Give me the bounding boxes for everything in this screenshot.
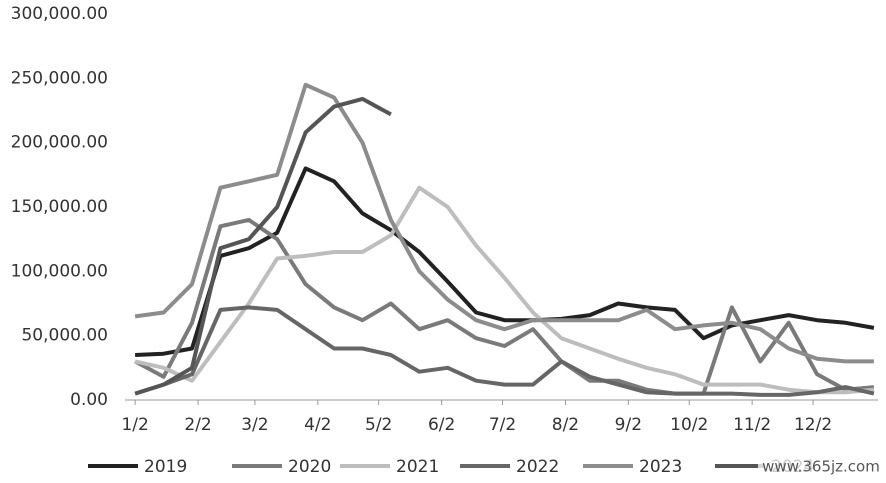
x-tick-label: 10/2	[670, 415, 708, 435]
legend-label: 2020	[288, 457, 331, 477]
y-tick-label: 100,000.00	[11, 261, 108, 281]
y-tick-label: 200,000.00	[11, 133, 108, 153]
y-tick-label: 0.00	[70, 390, 108, 410]
series-line	[134, 82, 874, 364]
x-tick-label: 8/2	[552, 415, 579, 435]
y-tick-label: 150,000.00	[11, 197, 108, 217]
series-line	[134, 305, 875, 397]
series-line	[134, 185, 875, 395]
x-tick-label: 11/2	[733, 415, 771, 435]
legend-label: 2021	[396, 457, 439, 477]
series-line	[134, 96, 392, 396]
series-line	[135, 166, 875, 357]
x-tick-label: 4/2	[304, 415, 331, 435]
legend-label: 2022	[516, 457, 559, 477]
x-tick-label: 2/2	[184, 415, 211, 435]
y-tick-label: 300,000.00	[11, 4, 108, 24]
watermark: www.365jz.com	[762, 458, 880, 476]
watermark-bg	[758, 456, 884, 478]
x-tick-label: 3/2	[241, 415, 268, 435]
x-tick-label: 5/2	[365, 415, 392, 435]
y-tick-label: 250,000.00	[11, 68, 108, 88]
x-tick-label: 9/2	[615, 415, 642, 435]
x-tick-label: 1/2	[121, 415, 148, 435]
legend-label: 2023	[639, 457, 682, 477]
x-tick-label: 12/2	[794, 415, 832, 435]
y-tick-label: 50,000.00	[21, 326, 108, 346]
x-tick-label: 6/2	[428, 415, 455, 435]
x-tick-label: 7/2	[489, 415, 516, 435]
legend-label: 2019	[144, 457, 187, 477]
